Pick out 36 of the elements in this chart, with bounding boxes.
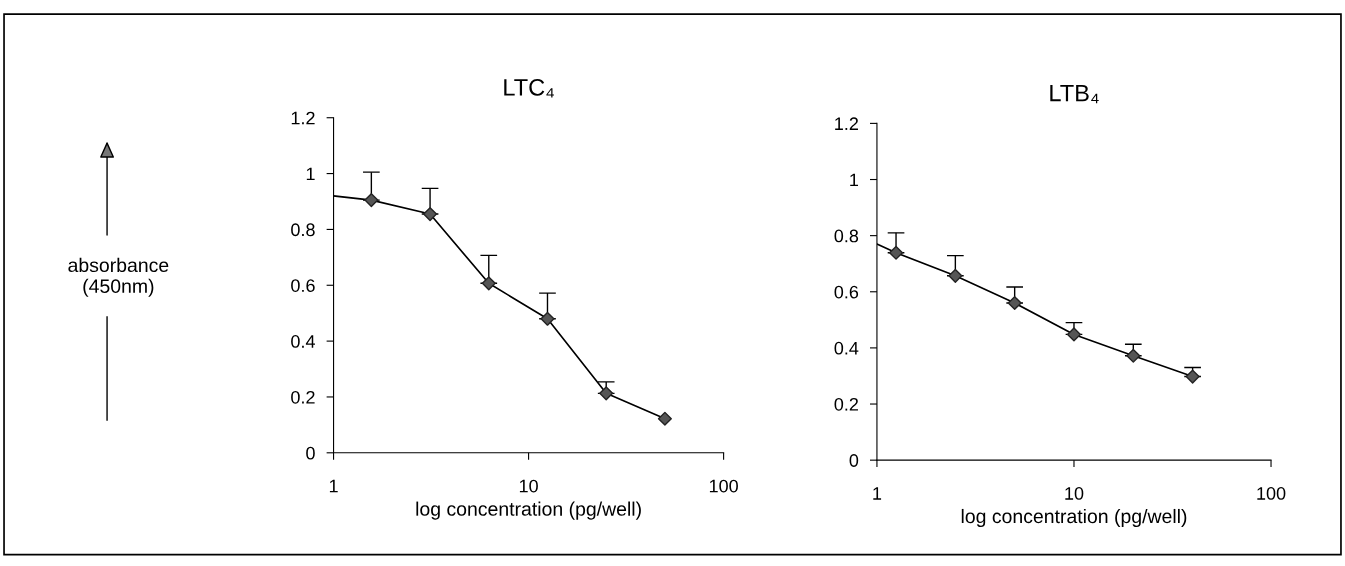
y-tick-label: 0.2 <box>834 397 858 411</box>
y-tick-label: 0 <box>306 446 315 460</box>
x-axis-title: log concentration (pg/well) <box>416 501 641 520</box>
point <box>948 268 963 283</box>
x-tick-label: 1 <box>873 487 882 500</box>
point <box>1066 327 1082 342</box>
y-tick-label: 0 <box>849 454 859 467</box>
x-tick-label: 10 <box>519 479 538 493</box>
y-tick-label: 1 <box>306 167 315 181</box>
y-tick-label: 1 <box>850 173 858 187</box>
y-tick-label: 0.8 <box>834 229 859 243</box>
x-tick-label: 100 <box>1257 487 1286 500</box>
x-axis-title: log concentration (pg/well) <box>961 508 1187 528</box>
y-tick-label: 0.6 <box>834 285 859 299</box>
x-tick-label: 10 <box>1065 487 1084 500</box>
x-tick-label: 100 <box>709 479 738 493</box>
point <box>1007 295 1022 311</box>
x-tick-label: 1 <box>329 479 338 493</box>
point <box>423 207 438 222</box>
point <box>481 276 496 291</box>
point <box>888 245 904 260</box>
y-tick-label: 0.4 <box>834 341 859 355</box>
point <box>599 386 614 401</box>
y-tick-label: 0.4 <box>291 335 315 348</box>
point <box>364 193 379 208</box>
y-tick-label: 0.8 <box>291 223 315 237</box>
y-tick-label: 1.2 <box>291 111 315 125</box>
y-axis-title: absorbance (450nm) <box>68 257 169 297</box>
y-tick-label: 0.2 <box>291 390 315 404</box>
chart-title: LTB₄ <box>1050 84 1099 104</box>
point <box>1126 348 1141 363</box>
y-tick-label: 0.6 <box>291 279 315 292</box>
point <box>540 311 555 326</box>
y-tick-label: 1.2 <box>835 117 858 130</box>
point <box>657 411 672 426</box>
chart-title: LTC₄ <box>504 79 554 98</box>
